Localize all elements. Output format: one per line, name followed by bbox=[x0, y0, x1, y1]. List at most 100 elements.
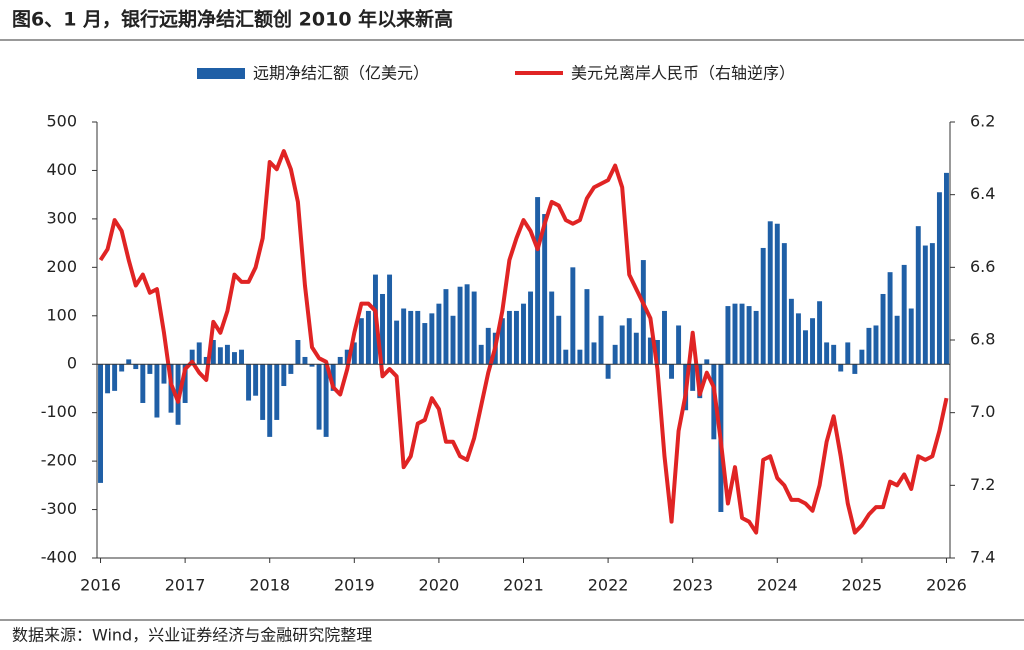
bar bbox=[351, 342, 357, 365]
chart-title: 图6、1 月，银行远期净结汇额创 2010 年以来新高 bbox=[12, 8, 453, 31]
y2-tick-label: 6.2 bbox=[970, 112, 995, 131]
x-tick-label: 2026 bbox=[926, 576, 967, 595]
bar bbox=[182, 364, 188, 403]
bar bbox=[908, 308, 914, 365]
bar bbox=[281, 364, 287, 387]
x-tick-label: 2020 bbox=[419, 576, 460, 595]
bar bbox=[824, 342, 830, 365]
line bbox=[98, 149, 949, 535]
bar bbox=[422, 323, 428, 365]
bar bbox=[239, 349, 244, 365]
bar bbox=[647, 337, 653, 365]
bar bbox=[224, 344, 230, 365]
bar bbox=[133, 364, 139, 370]
bar bbox=[528, 291, 534, 365]
bar bbox=[570, 267, 576, 365]
y-tick-label: -200 bbox=[41, 451, 77, 470]
bar bbox=[922, 245, 928, 365]
bar bbox=[246, 364, 252, 401]
bar bbox=[337, 356, 343, 365]
y-tick-label: -400 bbox=[41, 548, 77, 567]
bar bbox=[161, 364, 167, 384]
bar bbox=[429, 313, 435, 365]
y2-tick-label: 7.4 bbox=[970, 548, 995, 567]
bar bbox=[302, 356, 308, 365]
bar bbox=[457, 286, 463, 365]
bar bbox=[838, 364, 844, 372]
bar bbox=[725, 306, 731, 365]
bar bbox=[365, 310, 371, 365]
y-tick-label: 0 bbox=[67, 354, 77, 373]
bar bbox=[936, 192, 942, 365]
bar bbox=[394, 320, 400, 365]
bar bbox=[203, 356, 209, 365]
bar bbox=[231, 352, 237, 365]
x-tick-label: 2016 bbox=[80, 576, 121, 595]
x-tick-label: 2022 bbox=[588, 576, 629, 595]
y2-tick-label: 7.2 bbox=[970, 475, 995, 494]
bar bbox=[471, 291, 477, 365]
bar bbox=[732, 303, 738, 365]
bar bbox=[119, 364, 125, 372]
bar bbox=[612, 344, 618, 365]
bar bbox=[577, 349, 583, 365]
bar bbox=[344, 349, 350, 365]
bar bbox=[803, 330, 808, 365]
bar bbox=[704, 359, 710, 365]
bar bbox=[267, 364, 273, 437]
bar bbox=[810, 318, 816, 365]
bar bbox=[217, 347, 223, 365]
bar bbox=[274, 364, 280, 420]
bar bbox=[140, 364, 146, 403]
bar bbox=[196, 342, 202, 365]
bar bbox=[556, 315, 562, 365]
bar bbox=[309, 364, 315, 367]
legend-label: 美元兑离岸人民币（右轴逆序） bbox=[571, 64, 795, 83]
bar bbox=[626, 318, 632, 365]
bar bbox=[817, 301, 823, 365]
bar bbox=[873, 325, 879, 365]
y-tick-label: 500 bbox=[46, 112, 77, 131]
bar bbox=[112, 364, 118, 391]
bar bbox=[640, 260, 646, 365]
bar bbox=[739, 303, 745, 365]
bar bbox=[852, 364, 858, 374]
bar bbox=[189, 349, 195, 365]
y-tick-label: 300 bbox=[46, 208, 77, 227]
bar bbox=[330, 364, 336, 391]
bar bbox=[288, 364, 294, 374]
bar bbox=[443, 289, 449, 365]
bar bbox=[323, 364, 329, 437]
x-tick-label: 2023 bbox=[672, 576, 713, 595]
bar bbox=[549, 291, 555, 365]
bar bbox=[788, 298, 794, 365]
x-tick-label: 2018 bbox=[249, 576, 290, 595]
bar bbox=[915, 226, 921, 365]
bar bbox=[563, 349, 569, 365]
y2-tick-label: 6.8 bbox=[970, 330, 995, 349]
bar bbox=[126, 359, 132, 365]
x-tick-label: 2017 bbox=[165, 576, 206, 595]
bar bbox=[436, 303, 442, 365]
bar bbox=[845, 342, 851, 365]
bar bbox=[105, 364, 111, 394]
bar bbox=[253, 364, 259, 396]
y2-tick-label: 6.6 bbox=[970, 257, 995, 276]
bar bbox=[795, 313, 801, 365]
bar bbox=[295, 340, 301, 365]
x-tick-label: 2021 bbox=[503, 576, 544, 595]
bar bbox=[464, 284, 470, 365]
bar bbox=[859, 349, 865, 365]
bar bbox=[542, 214, 548, 365]
bar bbox=[598, 315, 604, 365]
bar bbox=[499, 318, 505, 365]
bar bbox=[478, 344, 484, 365]
bar bbox=[767, 221, 773, 365]
y-tick-label: 200 bbox=[46, 257, 77, 276]
bar bbox=[654, 340, 660, 365]
bar bbox=[358, 318, 364, 365]
y-tick-label: 100 bbox=[46, 305, 77, 324]
bar bbox=[401, 308, 407, 365]
bar bbox=[506, 310, 512, 365]
